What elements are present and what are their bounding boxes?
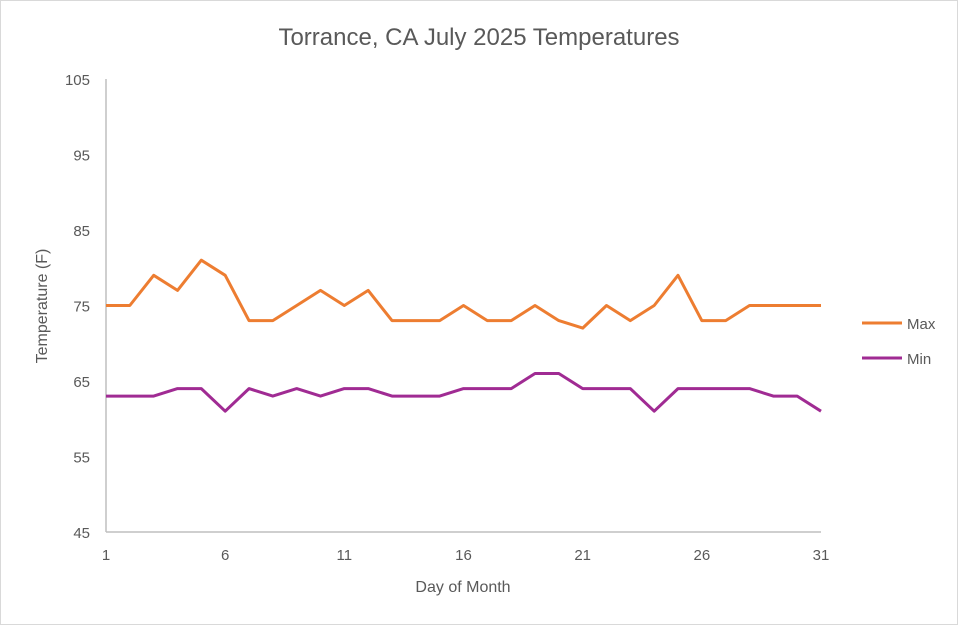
legend-label-max: Max (907, 316, 936, 333)
y-tick-label: 85 (73, 223, 90, 240)
y-tick-label: 55 (73, 450, 90, 467)
y-tick-label: 105 (65, 72, 90, 89)
y-tick-label: 75 (73, 299, 90, 316)
y-axis-label: Temperature (F) (34, 249, 51, 364)
x-tick-label: 1 (102, 547, 110, 564)
chart-title: Torrance, CA July 2025 Temperatures (278, 24, 679, 51)
x-tick-label: 21 (574, 547, 591, 564)
y-tick-label: 65 (73, 374, 90, 391)
series-line-min (106, 372, 822, 413)
x-tick-label: 26 (693, 547, 710, 564)
series-line-max (106, 258, 821, 330)
legend-label-min: Min (907, 351, 931, 368)
x-tick-label: 6 (221, 547, 229, 564)
x-tick-label: 31 (813, 547, 830, 564)
y-tick-label: 95 (73, 148, 90, 165)
x-axis-label: Day of Month (415, 579, 510, 596)
x-tick-label: 16 (455, 547, 472, 564)
x-tick-label: 11 (337, 547, 353, 564)
y-tick-label: 45 (73, 525, 90, 542)
